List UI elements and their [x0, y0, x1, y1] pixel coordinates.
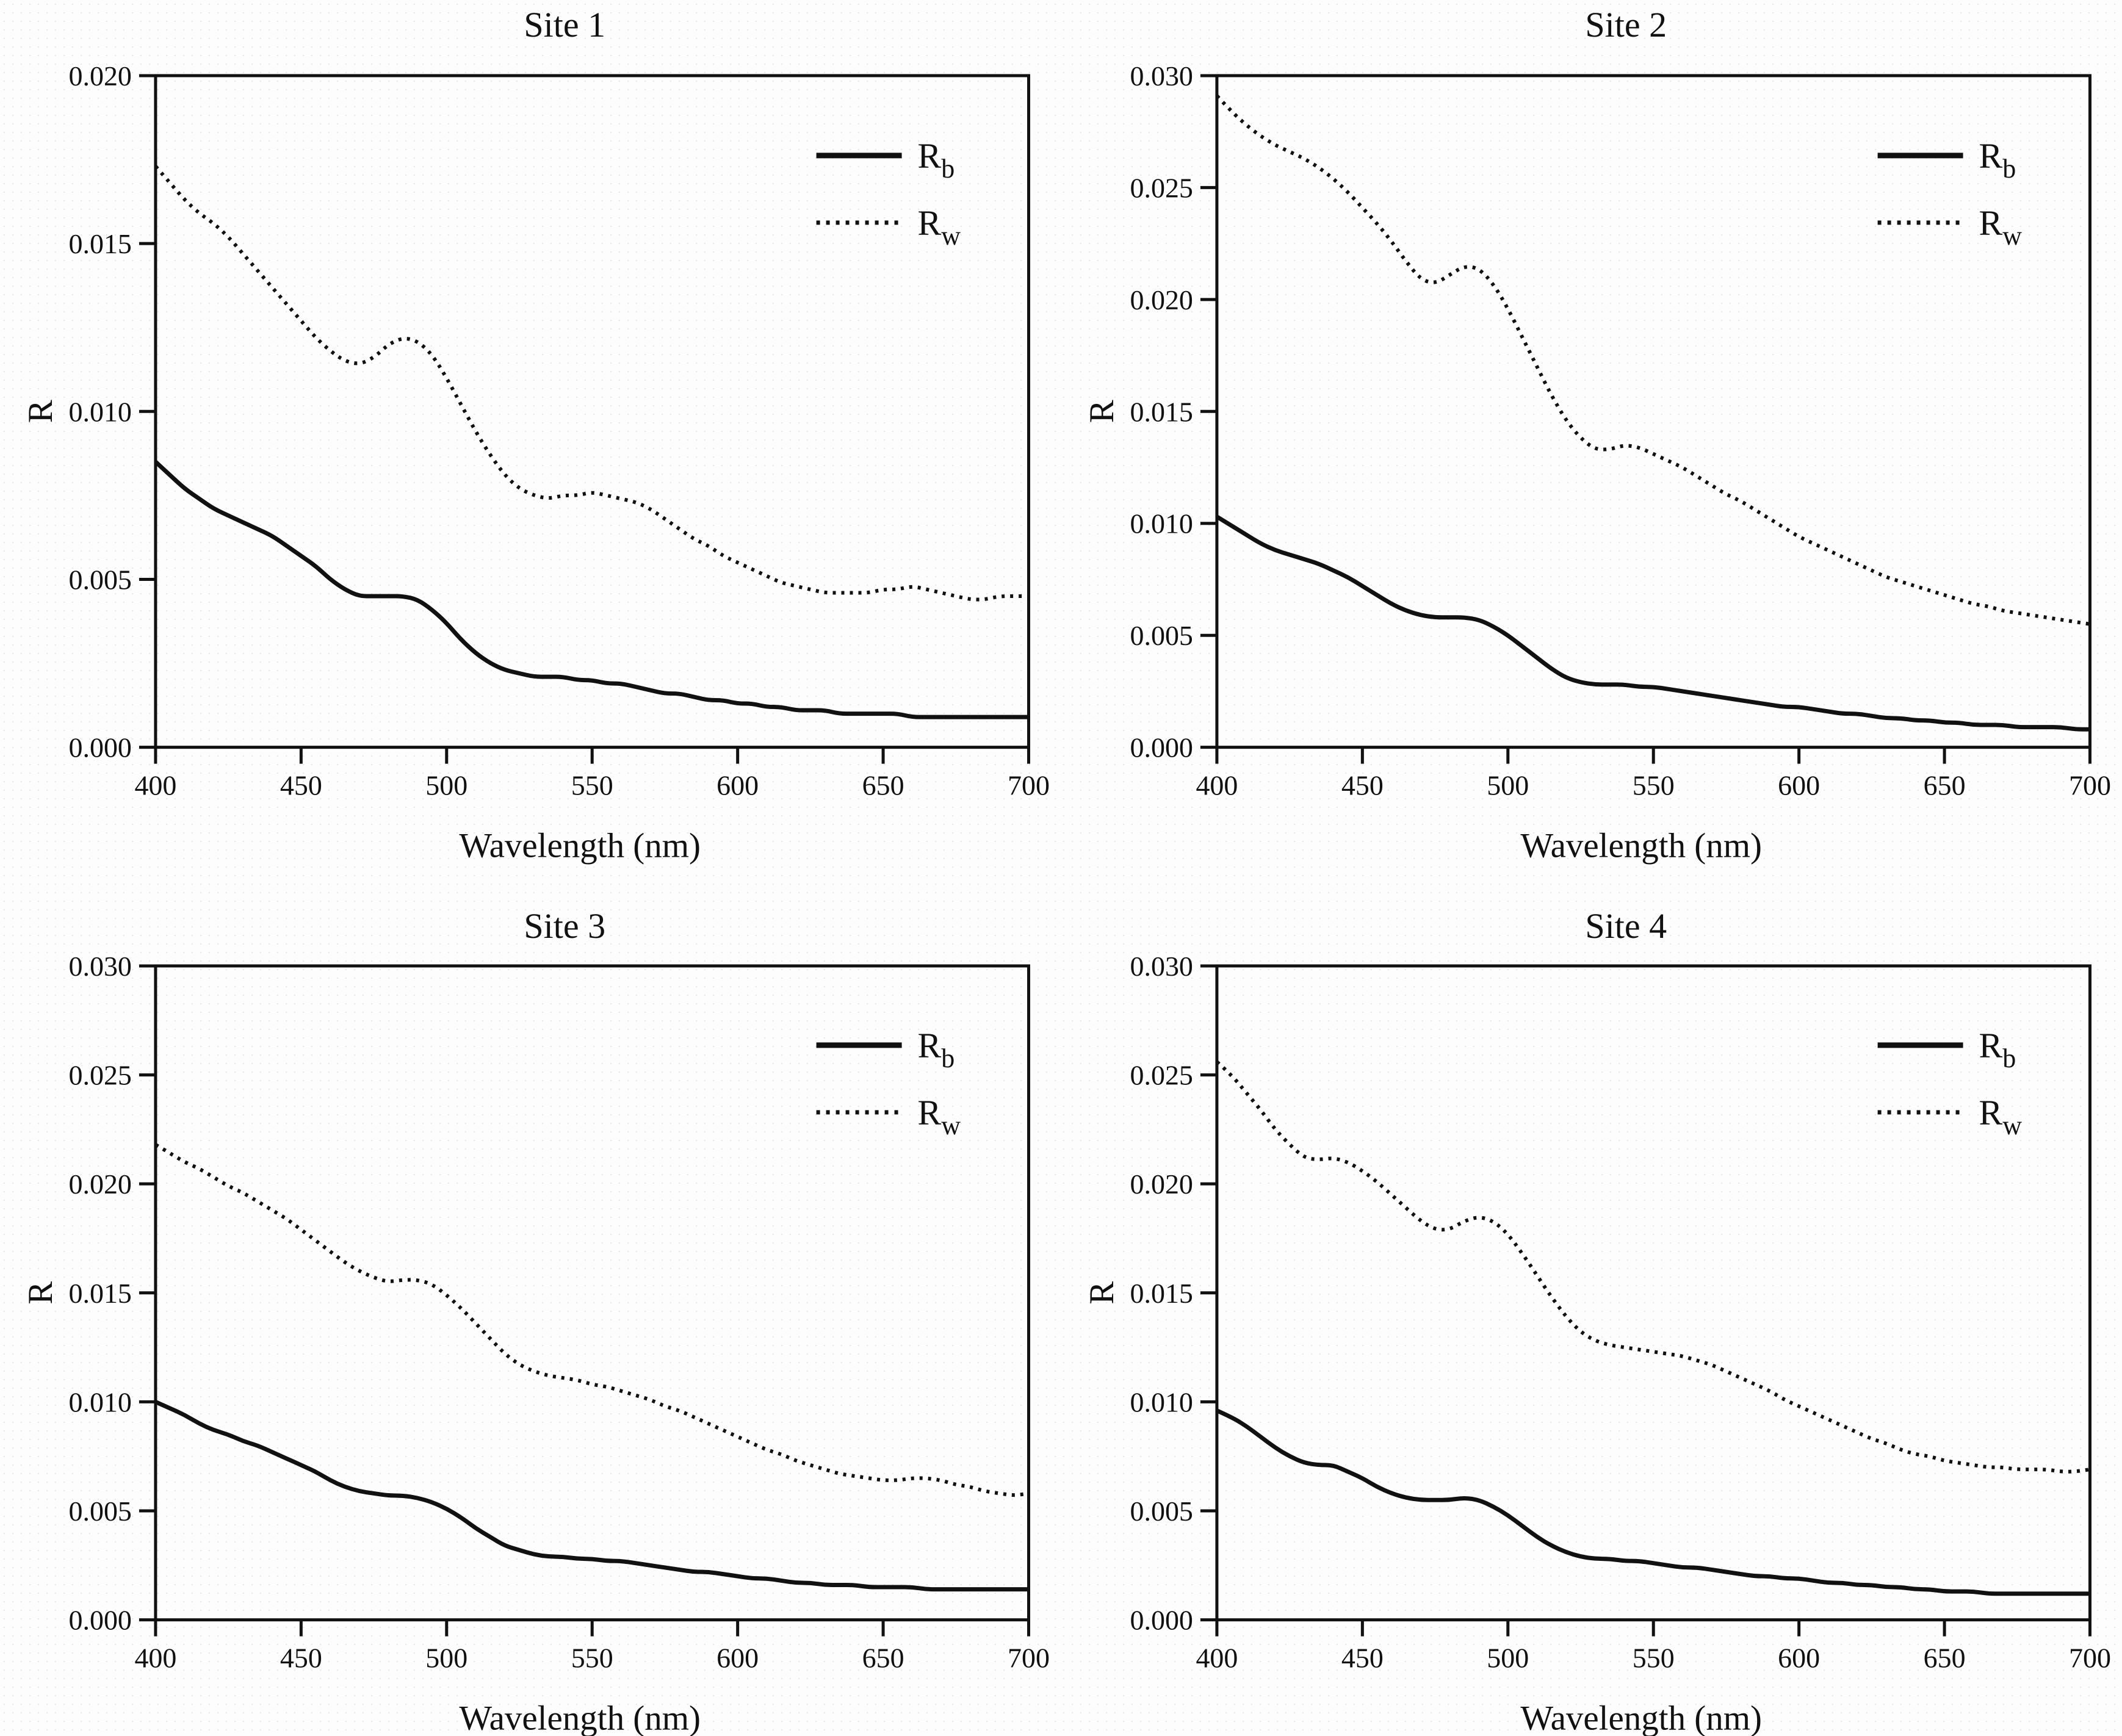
x-tick-label: 550: [1632, 770, 1674, 801]
y-tick-label: 0.020: [68, 60, 131, 92]
y-tick-label: 0.000: [68, 1604, 131, 1635]
chart-site-4: Site 4 0.000 0.005 0.010 0.015 0.020 0.025 0.03…: [1082, 906, 2111, 1736]
legend-rw-label: Rw: [918, 203, 961, 251]
y-tick-label: 0.020: [1130, 1169, 1193, 1200]
x-tick-label: 600: [716, 1642, 759, 1673]
y-tick-label: 0.030: [1130, 60, 1193, 92]
y-tick-label: 0.025: [68, 1059, 131, 1090]
legend-rb-label: Rb: [1979, 136, 2016, 184]
x-tick-label: 600: [1778, 1642, 1820, 1673]
legend-rw-label: Rw: [1979, 203, 2022, 251]
series-rw-line: [154, 1142, 1029, 1497]
x-axis-label: Wavelength (nm): [1520, 827, 1762, 865]
chart-title: Site 1: [524, 5, 605, 45]
x-axis-label: Wavelength (nm): [459, 1699, 701, 1736]
y-tick-label: 0.030: [1130, 951, 1193, 982]
y-tick-label: 0.005: [68, 1496, 131, 1527]
x-tick-label: 500: [425, 770, 467, 801]
y-tick-label: 0.000: [68, 732, 131, 763]
chart-title: Site 4: [1585, 906, 1667, 946]
x-tick-label: 400: [134, 770, 176, 801]
chart-title: Site 3: [524, 906, 605, 946]
legend-rb-label: Rb: [918, 136, 955, 184]
y-tick-label: 0.020: [1130, 284, 1193, 315]
series-rb-line: [1215, 1408, 2090, 1596]
y-axis-label: R: [21, 400, 60, 423]
y-tick-label: 0.010: [1130, 508, 1193, 539]
chart-site-2: Site 2 0.000 0.005 0.010 0.015 0.020 0.025 0.03…: [1082, 5, 2111, 865]
x-tick-label: 600: [716, 770, 759, 801]
legend-rb-label: Rb: [918, 1025, 955, 1073]
chart-site-3-figure: Site 3 0.000 0.005 0.010 0.015 0.020 0.025 0.03…: [0, 868, 1061, 1736]
x-tick-label: 400: [134, 1642, 176, 1673]
series-rw-line: [154, 165, 1029, 602]
y-tick-label: 0.005: [1130, 1496, 1193, 1527]
x-tick-label: 550: [571, 770, 613, 801]
series-rb-line: [1215, 514, 2090, 732]
plot-box: [1214, 74, 2091, 749]
y-tick-label: 0.010: [68, 1386, 131, 1417]
legend-rb-label: Rb: [1979, 1025, 2016, 1073]
legend-rw-label: Rw: [1979, 1092, 2022, 1140]
y-tick-label: 0.015: [68, 1277, 131, 1308]
x-tick-label: 550: [1632, 1642, 1674, 1673]
x-tick-label: 400: [1196, 770, 1238, 801]
x-tick-label: 700: [2069, 1642, 2111, 1673]
x-tick-label: 450: [280, 770, 322, 801]
x-tick-label: 650: [862, 770, 904, 801]
x-axis-label: Wavelength (nm): [1520, 1699, 1762, 1736]
y-tick-label: 0.015: [1130, 396, 1193, 427]
y-tick-label: 0.010: [68, 396, 131, 427]
x-tick-label: 550: [571, 1642, 613, 1673]
chart-site-4-figure: Site 4 0.000 0.005 0.010 0.015 0.020 0.025 0.03…: [1061, 868, 2122, 1736]
y-tick-label: 0.015: [68, 228, 131, 259]
plot-box: [154, 964, 1031, 1621]
plot-box: [1214, 964, 2091, 1621]
x-tick-label: 450: [280, 1642, 322, 1673]
y-tick-label: 0.005: [1130, 620, 1193, 651]
x-tick-label: 450: [1341, 1642, 1383, 1673]
series-rb-line: [154, 460, 1029, 719]
y-axis-label: R: [21, 1281, 60, 1304]
x-tick-label: 650: [862, 1642, 904, 1673]
y-tick-label: 0.010: [1130, 1386, 1193, 1417]
y-tick-label: 0.025: [1130, 172, 1193, 203]
chart-site-2-figure: Site 2 0.000 0.005 0.010 0.015 0.020 0.025 0.03…: [1061, 0, 2122, 868]
x-tick-label: 700: [1008, 1642, 1050, 1673]
x-tick-label: 650: [1923, 1642, 1965, 1673]
chart-title: Site 2: [1585, 5, 1667, 45]
x-tick-label: 450: [1341, 770, 1383, 801]
y-axis-label: R: [1082, 400, 1121, 423]
x-tick-label: 500: [425, 1642, 467, 1673]
chart-site-3: Site 3 0.000 0.005 0.010 0.015 0.020 0.025 0.03…: [21, 906, 1050, 1736]
x-tick-label: 600: [1778, 770, 1820, 801]
plot-box: [154, 74, 1031, 749]
x-tick-label: 500: [1487, 770, 1529, 801]
series-rw-line: [1215, 94, 2090, 626]
y-tick-label: 0.005: [68, 564, 131, 595]
x-tick-label: 400: [1196, 1642, 1238, 1673]
series-rb-line: [154, 1399, 1029, 1591]
y-tick-label: 0.025: [1130, 1059, 1193, 1090]
y-tick-label: 0.015: [1130, 1277, 1193, 1308]
y-tick-label: 0.020: [68, 1169, 131, 1200]
y-tick-label: 0.000: [1130, 1604, 1193, 1635]
x-tick-label: 700: [2069, 770, 2111, 801]
x-axis-label: Wavelength (nm): [459, 827, 701, 865]
y-tick-label: 0.030: [68, 951, 131, 982]
chart-site-1-figure: Site 1 0.000 0.005 0.010 0.015 0.020 400 450 500…: [0, 0, 1061, 868]
x-tick-label: 650: [1923, 770, 1965, 801]
series-rw-line: [1215, 1060, 2090, 1474]
y-tick-label: 0.000: [1130, 732, 1193, 763]
x-tick-label: 700: [1008, 770, 1050, 801]
y-axis-label: R: [1082, 1281, 1121, 1304]
chart-site-1: Site 1 0.000 0.005 0.010 0.015 0.020 400 450 500…: [21, 5, 1050, 865]
x-tick-label: 500: [1487, 1642, 1529, 1673]
legend-rw-label: Rw: [918, 1092, 961, 1140]
